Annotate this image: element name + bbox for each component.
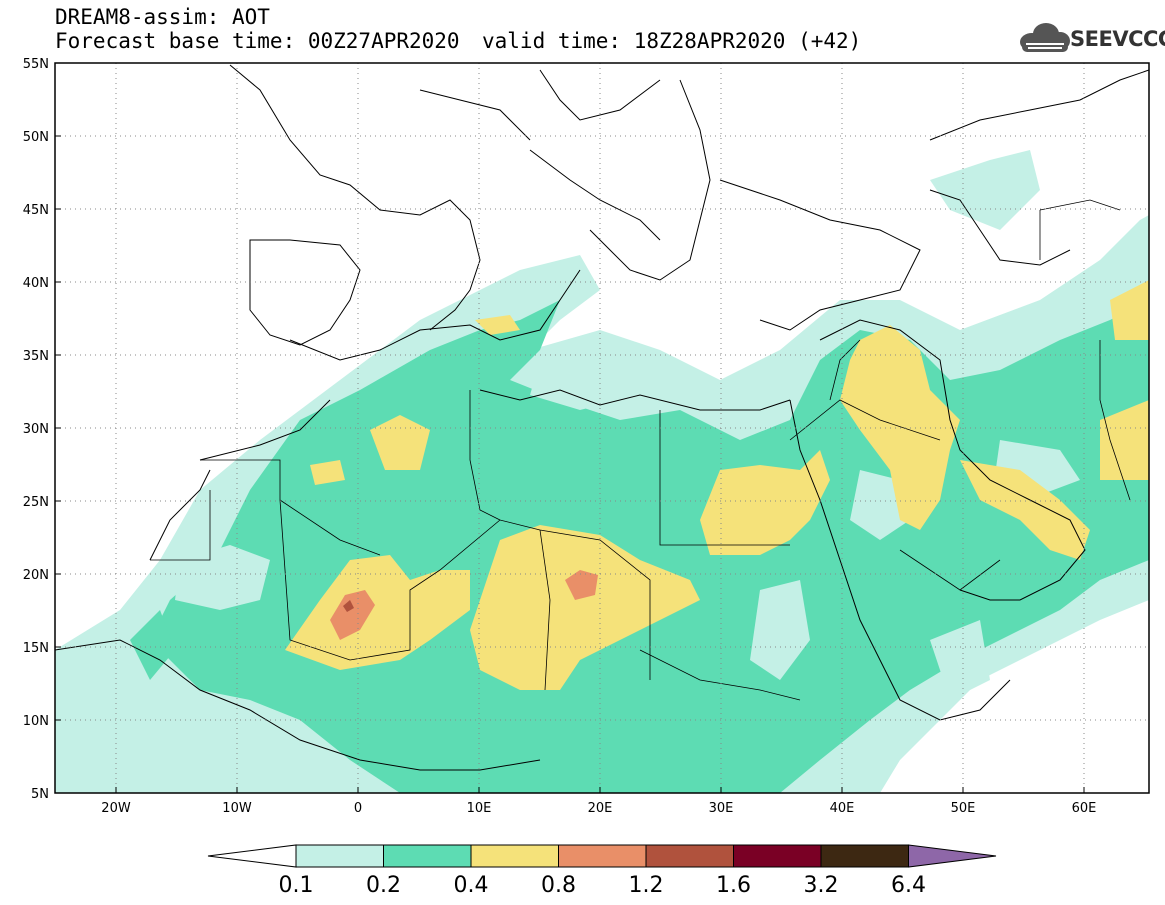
colorbar-label: 3.2 <box>804 873 839 898</box>
lat-label: 15N <box>23 641 49 656</box>
colorbar-label: 0.1 <box>279 873 314 898</box>
logo-text: SEEVCCC <box>1070 27 1165 51</box>
lat-label: 10N <box>23 714 49 729</box>
lon-label: 30E <box>709 801 734 816</box>
graticule <box>55 63 1149 793</box>
coastlines <box>55 64 1149 771</box>
forecast-base-time: Forecast base time: 00Z27APR2020 <box>55 29 460 53</box>
lat-label: 35N <box>23 349 49 364</box>
colorbar-label: 1.6 <box>716 873 751 898</box>
lon-label: 0 <box>354 801 362 816</box>
colorbar-label: 1.2 <box>629 873 664 898</box>
colorbar-right-arrow <box>908 844 997 868</box>
colorbar-label: 0.4 <box>454 873 489 898</box>
colorbar-box <box>820 844 909 868</box>
colorbar-label: 0.8 <box>541 873 576 898</box>
map-title: DREAM8-assim: AOT <box>55 5 270 29</box>
cloud-icon <box>1020 23 1070 52</box>
lat-label: 5N <box>31 787 49 802</box>
lat-label: 30N <box>23 422 49 437</box>
lon-label: 20E <box>588 801 613 816</box>
ticks <box>55 62 1085 793</box>
valid-time: valid time: 18Z28APR2020 (+42) <box>482 29 862 53</box>
lat-label: 50N <box>23 130 49 145</box>
colorbar-box <box>558 844 647 868</box>
lat-label: 20N <box>23 568 49 583</box>
lat-label: 45N <box>23 203 49 218</box>
aot-contours <box>55 150 1149 793</box>
colorbar-box <box>295 844 384 868</box>
lon-label: 50E <box>951 801 976 816</box>
lon-label: 10E <box>467 801 492 816</box>
longitude-labels: 20W 10W 0 10E 20E 30E 40E 50E 60E <box>101 801 1096 816</box>
country-borders <box>150 199 1131 701</box>
colorbar-box <box>645 844 734 868</box>
lon-label: 10W <box>222 801 252 816</box>
colorbar: 0.1 0.2 0.4 0.8 1.2 1.6 3.2 6.4 <box>207 844 997 898</box>
lon-label: 40E <box>830 801 855 816</box>
contour-level-3 <box>285 555 470 670</box>
colorbar-box <box>383 844 472 868</box>
latitude-labels: 55N 50N 45N 40N 35N 30N 25N 20N 15N 10N … <box>23 57 49 802</box>
colorbar-box <box>733 844 822 868</box>
contour-level-5 <box>343 600 354 612</box>
lat-label: 40N <box>23 276 49 291</box>
lon-label: 20W <box>101 801 131 816</box>
colorbar-label: 6.4 <box>891 873 926 898</box>
colorbar-left-arrow <box>207 844 297 868</box>
lon-label: 60E <box>1072 801 1097 816</box>
colorbar-label: 0.2 <box>366 873 401 898</box>
lat-label: 25N <box>23 495 49 510</box>
lat-label: 55N <box>23 57 49 72</box>
colorbar-box <box>470 844 559 868</box>
contour-level-4 <box>330 590 375 640</box>
